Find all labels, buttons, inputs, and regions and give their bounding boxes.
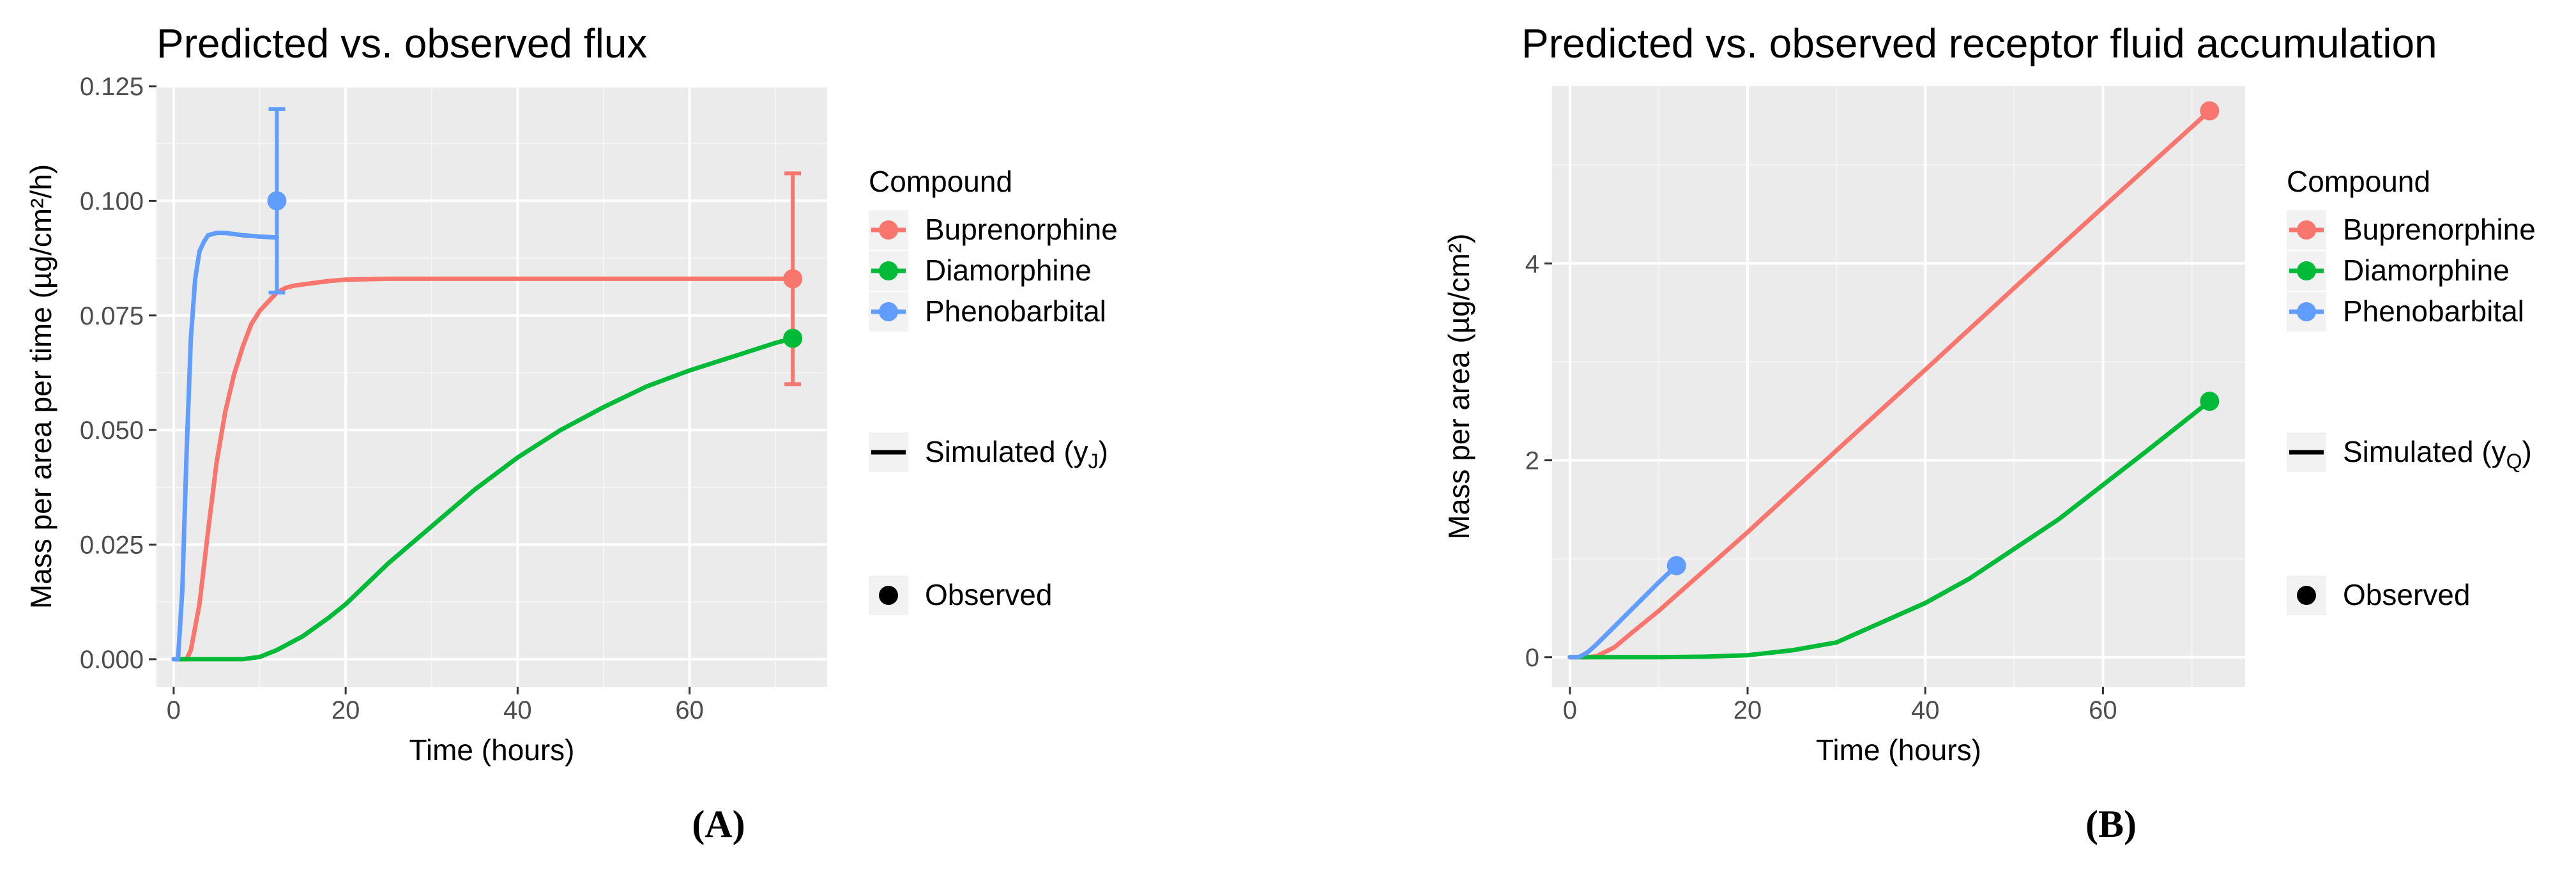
chart-panel-1: 0 20 40 60 0.000 0.025 0.050 0.075 0.100 0.125 Pre… (24, 20, 1118, 845)
legend: Compound Buprenorphine Diamorphine Phenobar… (2287, 165, 2536, 615)
chart-title: Predicted vs. observed flux (156, 20, 647, 66)
observed-point-diamorphine (2200, 392, 2220, 411)
observed-point-buprenorphine (783, 269, 803, 289)
legend-entry-label: Buprenorphine (925, 213, 1118, 246)
x-tick-label: 20 (1734, 696, 1762, 724)
legend-observed-label: Observed (925, 578, 1052, 611)
panel-label: (B) (2085, 803, 2137, 845)
plot-background (1552, 86, 2245, 687)
legend-entry-label: Buprenorphine (2343, 213, 2536, 246)
y-tick-label: 0.075 (80, 302, 144, 330)
observed-point-diamorphine (783, 328, 803, 348)
series-line-phenobarbital (1567, 563, 1679, 660)
legend-entry-label: Diamorphine (925, 254, 1092, 287)
series-line-phenobarbital (171, 231, 279, 662)
y-tick-label: 0.025 (80, 531, 144, 560)
legend-key-point (879, 302, 898, 321)
y-axis-label: Mass per area per time (µg/cm²/h) (24, 164, 57, 609)
legend-simulated-text: Simulated (y (925, 435, 1088, 468)
x-tick-label: 0 (1563, 696, 1577, 724)
y-tick-label: 0.125 (80, 73, 144, 101)
x-tick-label: 40 (503, 696, 532, 724)
legend: Compound Buprenorphine Diamorphine Phenobar… (869, 165, 1118, 615)
y-tick-label: 4 (1525, 250, 1539, 278)
legend-entry-label: Phenobarbital (925, 294, 1106, 328)
legend-simulated-subscript: J (1088, 450, 1099, 473)
x-tick-label: 60 (675, 696, 704, 724)
x-tick-label: 60 (2089, 696, 2117, 724)
series-line-diamorphine (1567, 399, 2212, 660)
series-line-diamorphine (171, 336, 795, 662)
y-tick-label: 0.050 (80, 417, 144, 445)
chart-title: Predicted vs. observed receptor fluid ac… (1521, 20, 2437, 66)
legend-key-point (2297, 586, 2316, 605)
plot-background (156, 86, 827, 687)
y-tick-label: 2 (1525, 447, 1539, 475)
legend-simulated-close: ) (2522, 435, 2532, 468)
observed-point-phenobarbital (1666, 556, 1686, 576)
legend-entry-label: Diamorphine (2343, 254, 2510, 287)
legend-key-point (2297, 261, 2316, 280)
legend-simulated-label: Simulated (yQ) (2343, 435, 2532, 473)
series-line-buprenorphine (171, 276, 795, 662)
legend-simulated-close: ) (1099, 435, 1108, 468)
legend-key-point (879, 220, 898, 240)
legend-title: Compound (869, 165, 1012, 198)
y-tick-label: 0 (1525, 644, 1539, 672)
observed-point-phenobarbital (267, 191, 287, 211)
legend-simulated-text: Simulated (y (2343, 435, 2506, 468)
legend-key-point (2297, 220, 2316, 240)
legend-key-point (2297, 302, 2316, 321)
x-tick-label: 20 (332, 696, 360, 724)
x-tick-label: 40 (1911, 696, 1940, 724)
legend-simulated-subscript: Q (2506, 450, 2522, 473)
x-axis-label: Time (hours) (409, 733, 575, 767)
x-tick-label: 0 (167, 696, 181, 724)
legend-key-point (879, 586, 898, 605)
legend-entry-label: Phenobarbital (2343, 294, 2524, 328)
y-tick-label: 0.000 (80, 646, 144, 674)
x-axis-label: Time (hours) (1816, 733, 1981, 767)
y-axis-label: Mass per area (µg/cm²) (1442, 234, 1475, 540)
observed-point-buprenorphine (2200, 101, 2220, 121)
legend-title: Compound (2287, 165, 2430, 198)
legend-key-point (879, 261, 898, 280)
legend-simulated-label: Simulated (yJ) (925, 435, 1108, 473)
legend-observed-label: Observed (2343, 578, 2470, 611)
chart-panel-2: 0 20 40 60 0 2 4 Predicted vs. observed recepto… (1442, 20, 2536, 845)
panel-label: (A) (692, 803, 745, 845)
y-tick-label: 0.100 (80, 187, 144, 215)
